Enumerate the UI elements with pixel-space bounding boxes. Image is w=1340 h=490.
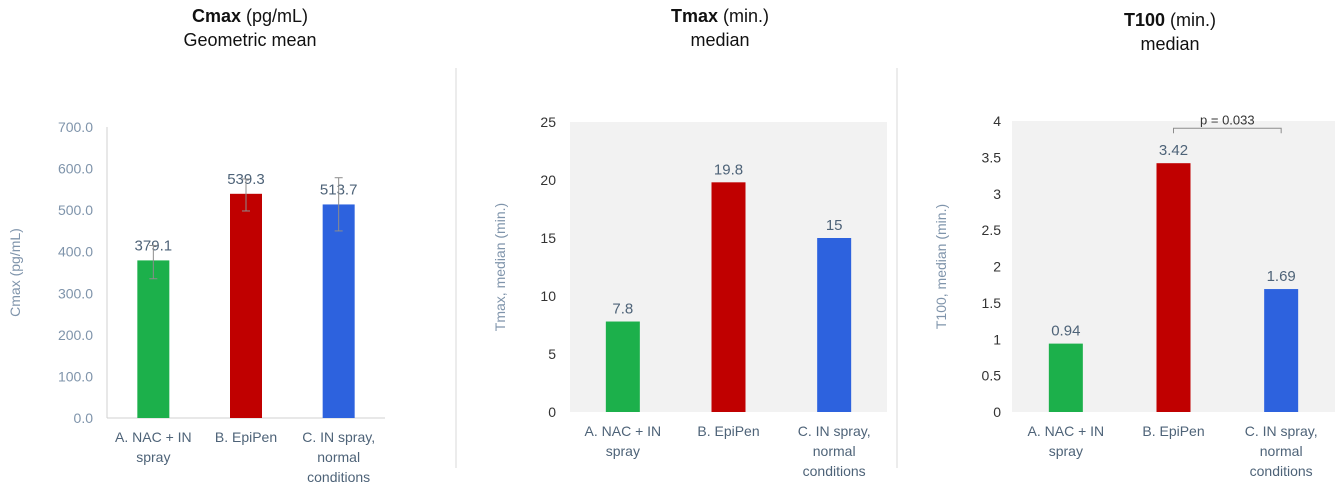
t100-ytick-label: 3 <box>993 186 1001 202</box>
t100-ytick-label: 2 <box>993 259 1001 275</box>
tmax-ytick-label: 5 <box>548 346 556 362</box>
t100-ytick-label: 3.5 <box>982 149 1002 165</box>
t100-subtitle: median <box>1140 34 1200 54</box>
cmax-ytick-label: 500.0 <box>58 202 93 218</box>
tmax-bar <box>605 321 640 412</box>
tmax-category-label: A. NAC + IN <box>585 423 662 439</box>
tmax-ytick-label: 15 <box>540 230 556 246</box>
t100-significance-label: p = 0.033 <box>1200 112 1255 127</box>
cmax-ytick-label: 700.0 <box>58 119 93 135</box>
t100-bar <box>1156 163 1191 412</box>
cmax-ytick-label: 600.0 <box>58 161 93 177</box>
tmax-subtitle: median <box>690 30 750 50</box>
t100-title-unit: (min.) <box>1165 10 1217 30</box>
t100-bar <box>1048 343 1083 412</box>
tmax-ytick-label: 25 <box>540 114 556 130</box>
cmax-chart: 0.0 100.0 200.0 300.0 400.0 500.0 600.0 700.0 Cm… <box>7 119 385 485</box>
tmax-title: Tmax (min.) median <box>570 4 870 52</box>
tmax-ytick-label: 20 <box>540 172 556 188</box>
t100-ytick-label: 1 <box>993 331 1001 347</box>
tmax-y-axis-label: Tmax, median (min.) <box>492 203 508 331</box>
t100-chart: 0 0.5 1 1.5 2 2.5 3 3.5 4 T100, median (min.) 0.94… <box>933 112 1335 479</box>
cmax-ytick-label: 0.0 <box>74 410 94 426</box>
t100-ytick-label: 0.5 <box>982 368 1002 384</box>
tmax-title-unit: (min.) <box>718 6 770 26</box>
cmax-ytick-label: 300.0 <box>58 285 93 301</box>
tmax-title-bold: Tmax <box>670 6 719 26</box>
t100-title-bold: T100 <box>1123 10 1166 30</box>
tmax-category-label: conditions <box>803 463 866 479</box>
cmax-category-label: normal <box>317 449 360 465</box>
tmax-data-label: 7.8 <box>612 301 633 318</box>
t100-category-label: normal <box>1260 443 1303 459</box>
t100-category-label: A. NAC + IN <box>1028 423 1105 439</box>
cmax-category-label: B. EpiPen <box>215 429 277 445</box>
tmax-chart: 0 5 10 15 20 25 Tmax, median (min.) 7.8 A. NAC +… <box>492 114 887 479</box>
tmax-category-label: B. EpiPen <box>697 423 759 439</box>
tmax-bar <box>711 182 746 412</box>
cmax-category-label: conditions <box>307 469 370 485</box>
t100-data-label: 1.69 <box>1267 268 1296 285</box>
tmax-category-label: spray <box>606 443 640 459</box>
cmax-bar <box>137 260 170 418</box>
t100-title: T100 (min.) median <box>1020 8 1320 56</box>
cmax-y-axis-label: Cmax (pg/mL) <box>7 228 23 317</box>
cmax-ytick-label: 100.0 <box>58 368 93 384</box>
cmax-title-unit: (pg/mL) <box>241 6 309 26</box>
cmax-subtitle: Geometric mean <box>183 30 317 50</box>
cmax-category-label: spray <box>136 449 170 465</box>
cmax-title: Cmax (pg/mL) Geometric mean <box>100 4 400 52</box>
t100-ytick-label: 1.5 <box>982 295 1002 311</box>
t100-bar <box>1264 289 1299 412</box>
tmax-bar <box>817 238 852 412</box>
t100-data-label: 0.94 <box>1051 323 1080 340</box>
tmax-data-label: 19.8 <box>714 161 743 178</box>
tmax-category-label: C. IN spray, <box>798 423 871 439</box>
cmax-ytick-label: 200.0 <box>58 327 93 343</box>
t100-category-label: spray <box>1049 443 1083 459</box>
tmax-ytick-label: 0 <box>548 404 556 420</box>
cmax-title-bold: Cmax <box>191 6 241 26</box>
t100-category-label: conditions <box>1250 463 1313 479</box>
t100-category-label: B. EpiPen <box>1142 423 1204 439</box>
t100-data-label: 3.42 <box>1159 142 1188 159</box>
cmax-bar <box>322 204 355 418</box>
cmax-category-label: C. IN spray, <box>302 429 375 445</box>
tmax-category-label: normal <box>813 443 856 459</box>
cmax-bar <box>230 193 262 418</box>
t100-category-label: C. IN spray, <box>1245 423 1318 439</box>
t100-ytick-label: 0 <box>993 404 1001 420</box>
tmax-ytick-label: 10 <box>540 288 556 304</box>
cmax-ytick-label: 400.0 <box>58 244 93 260</box>
cmax-category-label: A. NAC + IN <box>115 429 192 445</box>
t100-ytick-label: 4 <box>993 113 1001 129</box>
t100-ytick-label: 2.5 <box>982 222 1002 238</box>
tmax-data-label: 15 <box>826 217 843 234</box>
t100-significance-bracket <box>1173 127 1282 134</box>
t100-y-axis-label: T100, median (min.) <box>933 204 949 329</box>
